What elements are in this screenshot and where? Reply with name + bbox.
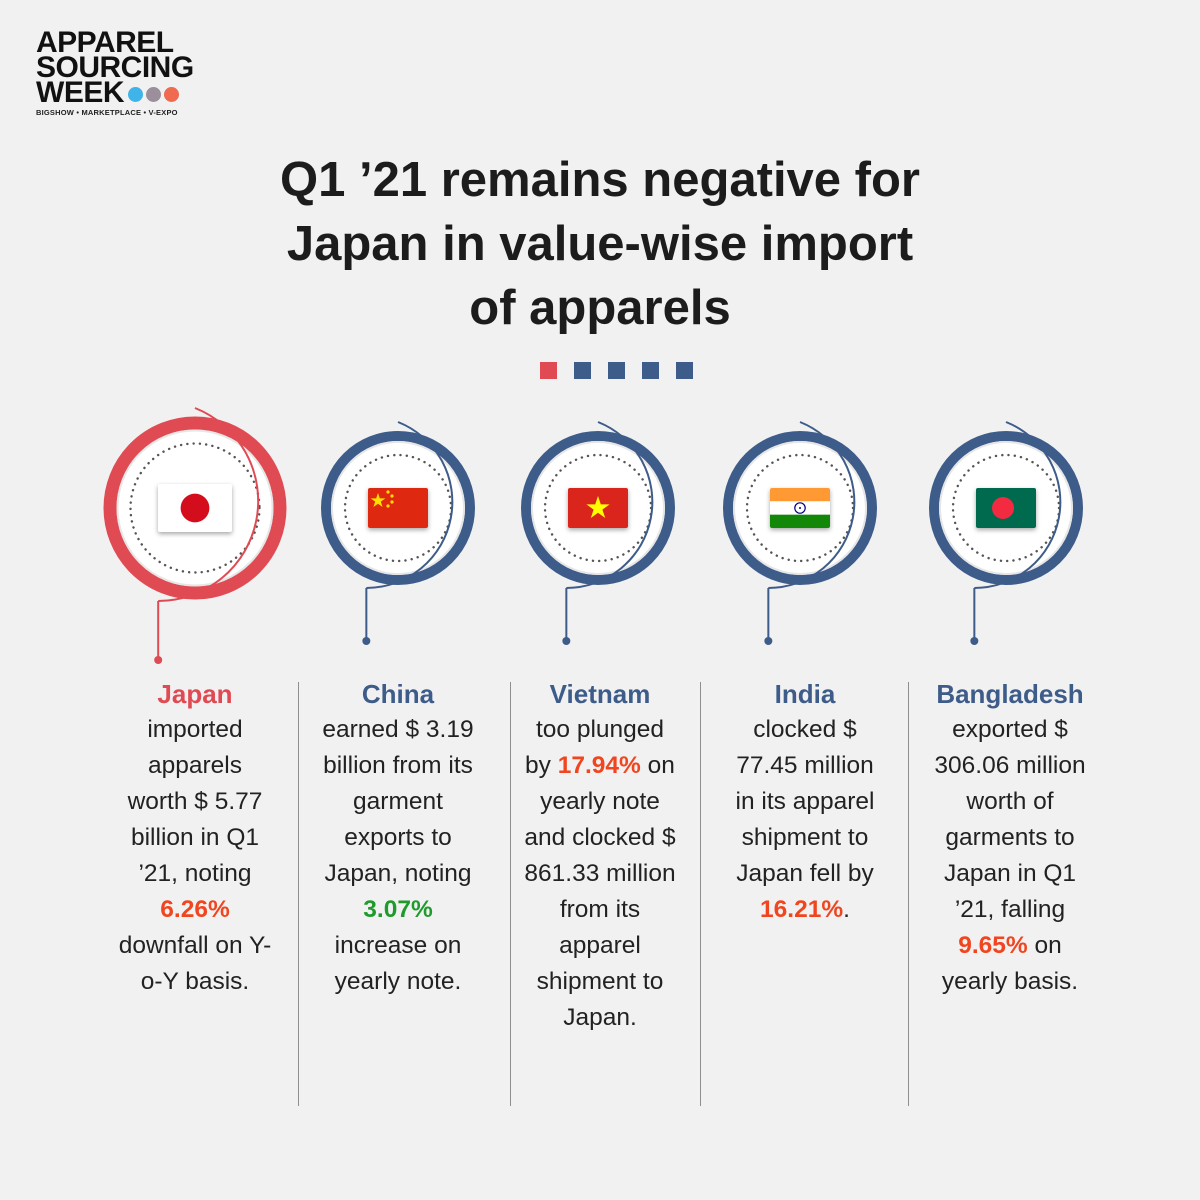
description-text: on yearly basis. xyxy=(941,932,1079,995)
description-text: clocked $ 77.45 million in its apparel s… xyxy=(735,716,875,887)
brand-logo: APPAREL SOURCING WEEK BIGSHOW • MARKETPL… xyxy=(36,26,194,118)
percent-change: 16.21% xyxy=(760,896,844,923)
country-column-bangladesh: Bangladesh exported $ 306.06 million wort… xyxy=(925,676,1095,1000)
column-divider xyxy=(700,682,701,1106)
country-description: clocked $ 77.45 million in its apparel s… xyxy=(725,712,885,928)
description-text: earned $ 3.19 billion from its garment e… xyxy=(322,716,474,887)
dotted-ring xyxy=(129,442,261,574)
title-line-2: Japan in value-wise import xyxy=(286,217,914,271)
ring-outer xyxy=(103,416,287,600)
description-text: exported $ 306.06 million worth of garme… xyxy=(934,716,1086,923)
description-text: downfall on Y-o-Y basis. xyxy=(118,932,272,995)
connector-dot xyxy=(970,637,979,645)
country-description: too plunged by 17.94% on yearly note and… xyxy=(520,712,680,1036)
vietnam-flag-icon xyxy=(568,488,628,528)
column-divider xyxy=(908,682,909,1106)
outer-arc xyxy=(974,421,1062,589)
china-flag-icon xyxy=(368,488,428,528)
country-name: Bangladesh xyxy=(936,679,1084,709)
country-description: imported apparels worth $ 5.77 billion i… xyxy=(115,712,275,1000)
square-blue xyxy=(676,362,693,379)
logo-dot-orange xyxy=(164,87,179,102)
square-blue xyxy=(642,362,659,379)
japan-flag-icon xyxy=(158,484,232,532)
column-divider xyxy=(510,682,511,1106)
outer-arc xyxy=(366,421,454,589)
logo-dot-gray xyxy=(146,87,161,102)
description-text: too plunged by xyxy=(525,716,665,779)
country-name: India xyxy=(774,679,836,709)
connector-dot xyxy=(764,637,773,645)
connector-dot xyxy=(362,637,371,645)
ring-outer xyxy=(929,431,1083,585)
country-column-china: China earned $ 3.19 billion from its garm… xyxy=(318,676,478,1000)
country-circles xyxy=(103,407,1083,664)
title-line-1: Q1 ’21 remains negative for xyxy=(280,153,920,207)
ring-outer xyxy=(321,431,475,585)
percent-change: 6.26% xyxy=(160,896,230,923)
logo-line-1: APPAREL xyxy=(36,26,174,59)
description-text: on yearly note and clocked $ 861.33 mill… xyxy=(524,752,676,1031)
logo-tagline: BIGSHOW • MARKETPLACE • V-EXPO xyxy=(36,108,178,117)
outer-arc xyxy=(566,421,654,589)
description-text: . xyxy=(843,896,850,923)
connector-dot xyxy=(154,656,163,664)
percent-change: 9.65% xyxy=(958,932,1028,959)
country-name: Japan xyxy=(157,679,233,709)
ring-outer xyxy=(723,431,877,585)
percent-change: 3.07% xyxy=(363,896,433,923)
logo-dot-blue xyxy=(128,87,143,102)
country-column-vietnam: Vietnam too plunged by 17.94% on yearly n… xyxy=(520,676,680,1036)
india-flag-icon xyxy=(770,488,830,528)
description-text: imported apparels worth $ 5.77 billion i… xyxy=(127,716,263,887)
logo-dots-icon xyxy=(128,87,179,102)
decorative-squares xyxy=(540,362,693,379)
dotted-ring xyxy=(543,453,653,563)
title-line-3: of apparels xyxy=(469,281,731,335)
square-red xyxy=(540,362,557,379)
square-blue xyxy=(608,362,625,379)
ring-outer xyxy=(521,431,675,585)
outer-arc xyxy=(768,421,856,589)
dotted-ring xyxy=(951,453,1061,563)
logo-line-2: SOURCING xyxy=(36,51,194,84)
country-description: exported $ 306.06 million worth of garme… xyxy=(925,712,1095,1000)
country-description: earned $ 3.19 billion from its garment e… xyxy=(318,712,478,1000)
page-title: Q1 ’21 remains negative for Japan in val… xyxy=(150,148,1050,340)
country-name: China xyxy=(361,679,435,709)
description-text: increase on yearly note. xyxy=(334,932,462,995)
logo-line-3: WEEK xyxy=(36,76,194,109)
column-divider xyxy=(298,682,299,1106)
country-name: Vietnam xyxy=(549,679,651,709)
dotted-ring xyxy=(343,453,453,563)
logo-week-text: WEEK xyxy=(36,76,125,109)
bangladesh-flag-icon xyxy=(976,488,1036,528)
country-column-india: India clocked $ 77.45 million in its appa… xyxy=(725,676,885,928)
connector-dot xyxy=(562,637,571,645)
square-blue xyxy=(574,362,591,379)
outer-arc xyxy=(158,407,260,602)
country-column-japan: Japan imported apparels worth $ 5.77 bill… xyxy=(115,676,275,1000)
percent-change: 17.94% xyxy=(557,752,641,779)
dotted-ring xyxy=(745,453,855,563)
